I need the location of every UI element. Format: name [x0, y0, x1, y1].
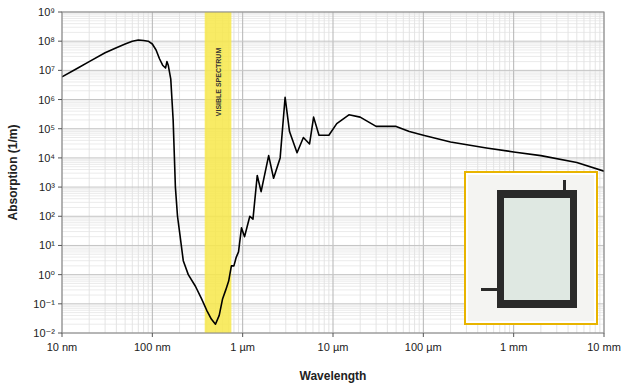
tick — [604, 333, 605, 337]
grid-line — [152, 12, 153, 333]
minor-grid — [105, 12, 106, 333]
x-tick-label: 10 µm — [318, 341, 349, 353]
y-tick-label: 10² — [39, 210, 55, 222]
tick — [62, 333, 63, 337]
y-tick-label: 10¹ — [39, 239, 55, 251]
line-group — [62, 40, 604, 324]
minor-grid — [125, 12, 126, 333]
inset-pipe — [563, 180, 566, 194]
minor-grid — [305, 12, 306, 333]
minor-grid — [233, 12, 234, 333]
y-tick-label: 10⁰ — [38, 269, 55, 281]
x-tick-label: 100 nm — [134, 341, 171, 353]
grid-line — [62, 99, 604, 100]
tick — [58, 216, 62, 217]
y-tick-label: 10⁸ — [38, 35, 55, 47]
y-tick-label: 10³ — [39, 181, 55, 193]
chart: VISIBLE SPECTRUM 10 nm 100 nm 1 µm 10 µm 100 … — [0, 0, 640, 392]
minor-grid — [403, 12, 404, 333]
grid-line — [62, 70, 604, 71]
inset-water — [504, 198, 570, 300]
y-tick-label: 10⁻¹ — [33, 298, 55, 310]
minor-grid — [179, 12, 180, 333]
minor-grid — [328, 12, 329, 333]
tick — [58, 333, 62, 334]
minor-grid — [319, 12, 320, 333]
minor-grid — [138, 12, 139, 333]
x-tick-label: 10 mm — [587, 341, 621, 353]
minor-grid — [285, 12, 286, 333]
minor-grid — [396, 12, 397, 333]
minor-grid — [269, 12, 270, 333]
minor-grid — [360, 12, 361, 333]
tick — [58, 157, 62, 158]
tick — [513, 333, 514, 337]
tick — [58, 12, 62, 13]
grid-line — [423, 12, 424, 333]
inset-frame — [465, 172, 597, 324]
minor-grid — [414, 12, 415, 333]
x-tick-label: 1 mm — [500, 341, 528, 353]
tick — [242, 333, 243, 337]
tick — [152, 333, 153, 337]
minor-grid — [297, 12, 298, 333]
plot-area — [62, 12, 604, 333]
tick — [58, 99, 62, 100]
grid-line — [333, 12, 334, 333]
tick — [58, 128, 62, 129]
y-tick-label: 10⁶ — [38, 94, 55, 106]
minor-grid — [312, 12, 313, 333]
tick — [58, 245, 62, 246]
minor-grid — [409, 12, 410, 333]
minor-grid — [143, 12, 144, 333]
annotation: VISIBLE SPECTRUM — [215, 48, 222, 117]
inset-pipe — [481, 288, 499, 291]
minor-grid — [419, 12, 420, 333]
minor-grid — [116, 12, 117, 333]
minor-grid — [599, 12, 600, 333]
y-tick-label: 10⁷ — [39, 64, 55, 76]
minor-grid — [376, 12, 377, 333]
frame — [62, 12, 604, 333]
absorption-line — [62, 40, 604, 324]
tick — [58, 41, 62, 42]
tick — [333, 333, 334, 337]
inset-photo — [468, 175, 594, 321]
minor-grid — [238, 12, 239, 333]
tick — [58, 303, 62, 304]
tick — [58, 274, 62, 275]
x-tick-label: 10 nm — [47, 341, 78, 353]
inset-tank — [497, 190, 577, 308]
minor-grid — [148, 12, 149, 333]
minor-grid — [324, 12, 325, 333]
minor-grid — [387, 12, 388, 333]
x-tick-label: 100 µm — [405, 341, 442, 353]
x-axis-label: Wavelength — [300, 369, 367, 383]
y-tick-label: 10⁵ — [38, 123, 55, 135]
minor-grid — [132, 12, 133, 333]
tick — [58, 187, 62, 188]
y-tick-label: 10⁴ — [38, 152, 55, 164]
tick — [58, 70, 62, 71]
tick — [423, 333, 424, 337]
minor-grid — [450, 12, 451, 333]
y-tick-label: 10⁻² — [33, 327, 55, 339]
y-tick-label: 10⁹ — [38, 6, 55, 18]
minor-grid — [89, 12, 90, 333]
grid-line — [62, 157, 604, 158]
x-tick-label: 1 µm — [230, 341, 255, 353]
y-axis-label: Absorption (1/m) — [6, 125, 20, 221]
grid-line — [242, 12, 243, 333]
